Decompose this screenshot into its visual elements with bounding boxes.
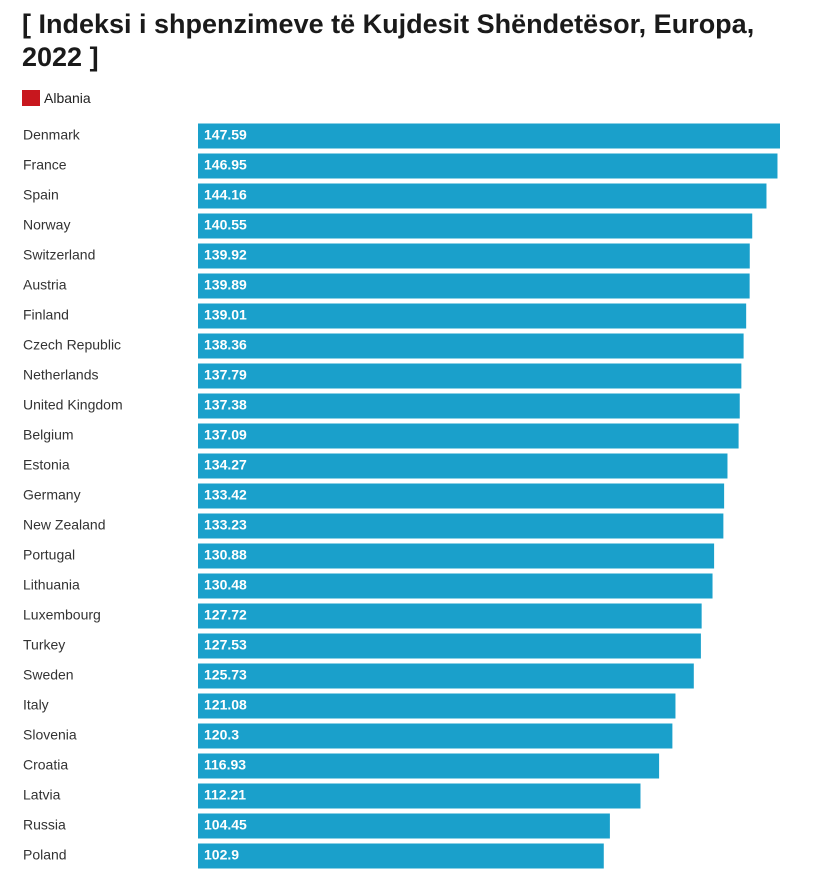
value-label: 130.48 (204, 577, 247, 593)
bar (198, 513, 724, 539)
category-label: Turkey (23, 637, 65, 653)
value-label: 144.16 (204, 187, 247, 203)
category-label: Germany (23, 487, 81, 503)
bar (198, 723, 673, 749)
value-label: 137.38 (204, 397, 247, 413)
bar (198, 753, 660, 779)
category-label: Estonia (23, 457, 70, 473)
category-label: Netherlands (23, 367, 99, 383)
bar (198, 453, 728, 479)
category-label: Switzerland (23, 247, 95, 263)
bar (198, 243, 750, 269)
bar (198, 663, 694, 689)
bar (198, 183, 767, 209)
value-label: 116.93 (204, 757, 246, 773)
category-label: Denmark (23, 127, 81, 143)
value-label: 137.09 (204, 427, 247, 443)
value-label: 133.23 (204, 517, 247, 533)
value-label: 139.01 (204, 307, 247, 323)
bar (198, 123, 780, 149)
bar (198, 273, 750, 299)
legend: Albania (22, 90, 91, 106)
value-label: 127.72 (204, 607, 247, 623)
value-label: 133.42 (204, 487, 247, 503)
value-label: 137.79 (204, 367, 247, 383)
chart-title: [ Indeksi i shpenzimeve të Kujdesit Shën… (22, 9, 755, 72)
bar (198, 483, 725, 509)
value-label: 120.3 (204, 727, 239, 743)
category-label: Lithuania (23, 577, 80, 593)
value-label: 147.59 (204, 127, 247, 143)
legend-label: Albania (44, 90, 91, 106)
category-label: Sweden (23, 667, 74, 683)
category-label: Slovenia (23, 727, 77, 743)
category-label: Belgium (23, 427, 74, 443)
category-label: France (23, 157, 67, 173)
category-label: Norway (23, 217, 70, 233)
value-label: 104.45 (204, 817, 247, 833)
value-label: 139.89 (204, 277, 247, 293)
value-label: 130.88 (204, 547, 247, 563)
value-label: 138.36 (204, 337, 247, 353)
bar (198, 363, 742, 389)
bar (198, 843, 604, 869)
bar (198, 423, 739, 449)
bar (198, 213, 753, 239)
category-label: Russia (23, 817, 66, 833)
value-label: 139.92 (204, 247, 247, 263)
chart: Denmark 147.59 France 146.95 Spain 144.16 Norw… (23, 123, 780, 869)
bar (198, 393, 740, 419)
value-label: 134.27 (204, 457, 247, 473)
category-label: Finland (23, 307, 69, 323)
category-label: Portugal (23, 547, 75, 563)
category-label: Luxembourg (23, 607, 101, 623)
value-label: 146.95 (204, 157, 247, 173)
value-label: 112.21 (204, 787, 246, 803)
value-label: 125.73 (204, 667, 247, 683)
category-label: Croatia (23, 757, 68, 773)
value-label: 102.9 (204, 847, 239, 863)
bar (198, 783, 641, 809)
category-label: Czech Republic (23, 337, 121, 353)
legend-swatch (22, 90, 40, 106)
bar (198, 543, 715, 569)
bar (198, 633, 701, 659)
category-label: Italy (23, 697, 49, 713)
category-label: Austria (23, 277, 67, 293)
bar (198, 693, 676, 719)
category-label: United Kingdom (23, 397, 123, 413)
bar (198, 153, 778, 179)
category-label: Spain (23, 187, 59, 203)
category-label: Latvia (23, 787, 61, 803)
category-label: Poland (23, 847, 67, 863)
category-label: New Zealand (23, 517, 106, 533)
value-label: 140.55 (204, 217, 247, 233)
value-label: 121.08 (204, 697, 247, 713)
bar (198, 813, 610, 839)
bar (198, 333, 744, 359)
bar (198, 303, 747, 329)
value-label: 127.53 (204, 637, 247, 653)
bar (198, 603, 702, 629)
bar (198, 573, 713, 599)
